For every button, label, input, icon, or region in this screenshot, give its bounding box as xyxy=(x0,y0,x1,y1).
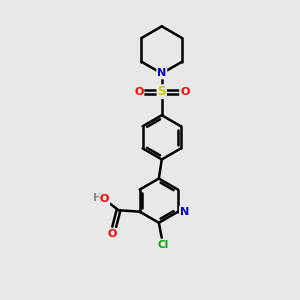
Text: O: O xyxy=(134,87,143,97)
Text: Cl: Cl xyxy=(158,239,169,250)
Text: H: H xyxy=(93,194,101,203)
Text: O: O xyxy=(108,229,117,239)
Text: N: N xyxy=(180,207,189,217)
Text: O: O xyxy=(100,194,110,204)
Text: O: O xyxy=(180,87,189,97)
Text: S: S xyxy=(158,85,166,98)
Text: N: N xyxy=(157,68,167,78)
